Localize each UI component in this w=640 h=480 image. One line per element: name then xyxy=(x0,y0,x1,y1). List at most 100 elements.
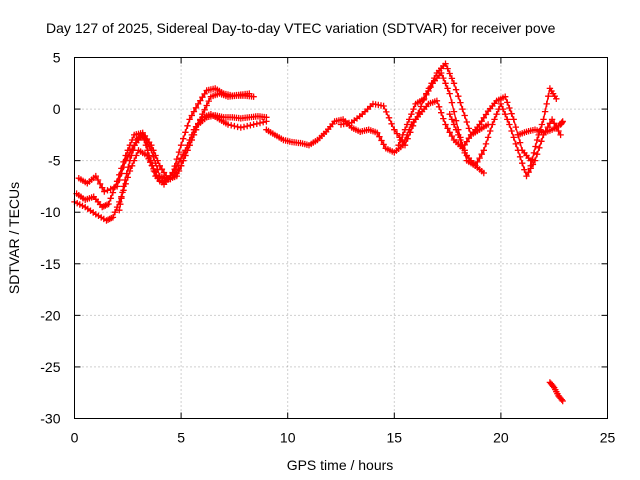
data-point-marker xyxy=(455,93,462,100)
data-point-marker xyxy=(415,109,422,117)
x-tick-label: 15 xyxy=(387,430,403,446)
data-point-marker xyxy=(182,129,189,136)
data-point-marker xyxy=(489,121,496,128)
data-point-marker xyxy=(545,93,552,100)
data-point-marker xyxy=(253,120,260,127)
data-point-marker xyxy=(438,69,445,77)
data-point-marker xyxy=(188,131,195,139)
data-point-marker xyxy=(186,116,193,123)
data-point-marker xyxy=(412,116,419,123)
data-point-marker xyxy=(231,122,238,130)
data-point-marker xyxy=(514,147,522,154)
data-point-marker xyxy=(199,94,206,101)
data-point-marker xyxy=(440,115,447,122)
tick-labels: 0 5 10 15 20 25 5 0 -5 -10 -15 -20 -25 -30 xyxy=(40,50,615,446)
data-point-marker xyxy=(482,140,490,148)
data-point-marker xyxy=(480,114,487,121)
chart-title: Day 127 of 2025, Sidereal Day-to-day VTE… xyxy=(46,20,556,36)
data-point-marker xyxy=(123,170,130,177)
y-axis-label: SDTVAR / TECUs xyxy=(6,182,22,294)
data-point-marker xyxy=(380,141,387,148)
data-point-marker xyxy=(240,123,248,131)
data-point-marker xyxy=(472,162,479,169)
data-point-marker xyxy=(186,136,193,144)
data-point-marker xyxy=(120,183,127,190)
series-track-3 xyxy=(75,111,270,195)
data-point-marker xyxy=(480,147,487,154)
data-point-marker xyxy=(465,125,473,132)
data-point-marker xyxy=(543,100,550,108)
data-point-marker xyxy=(446,90,453,97)
data-point-marker xyxy=(559,118,566,125)
data-point-marker xyxy=(154,166,161,173)
data-point-marker xyxy=(504,116,511,123)
data-point-marker xyxy=(99,184,106,191)
data-point-marker xyxy=(444,125,451,132)
data-point-marker xyxy=(420,95,428,102)
data-point-marker xyxy=(427,84,434,91)
data-point-marker xyxy=(111,209,119,216)
data-point-marker xyxy=(448,99,456,106)
data-point-marker xyxy=(504,99,511,106)
data-point-marker xyxy=(406,116,413,123)
data-point-marker xyxy=(150,153,157,160)
y-tick-label: -15 xyxy=(40,256,60,272)
data-point-marker xyxy=(516,153,524,160)
data-point-marker xyxy=(558,396,565,403)
data-point-marker xyxy=(478,118,485,125)
data-point-marker xyxy=(549,383,557,390)
data-point-marker xyxy=(508,127,515,135)
data-point-marker xyxy=(450,121,458,128)
data-point-marker xyxy=(448,75,456,82)
data-point-marker xyxy=(435,103,443,110)
x-tick-label: 0 xyxy=(71,430,79,446)
data-point-marker xyxy=(497,100,505,108)
data-point-marker xyxy=(107,185,114,193)
data-point-marker xyxy=(536,144,543,151)
data-point-marker xyxy=(519,160,526,167)
data-point-marker xyxy=(510,116,517,123)
data-point-marker xyxy=(192,104,200,111)
data-point-marker xyxy=(125,163,132,171)
data-point-marker xyxy=(457,136,464,144)
data-point-marker xyxy=(142,142,150,149)
data-point-marker xyxy=(474,158,481,166)
data-point-marker xyxy=(446,129,453,136)
data-point-marker xyxy=(393,130,401,137)
data-point-marker xyxy=(376,133,383,140)
data-point-marker xyxy=(455,131,462,139)
data-point-marker xyxy=(96,180,104,188)
data-series xyxy=(71,60,566,405)
data-point-marker xyxy=(516,139,524,146)
x-tick-label: 10 xyxy=(280,430,296,446)
data-point-marker xyxy=(532,143,539,150)
x-axis-label: GPS time / hours xyxy=(287,457,394,473)
data-point-marker xyxy=(171,162,178,170)
y-tick-label: -30 xyxy=(40,411,60,427)
data-point-marker xyxy=(116,176,123,184)
data-point-marker xyxy=(250,121,257,128)
data-point-marker xyxy=(113,183,121,190)
series-track-9 xyxy=(514,118,566,139)
data-point-marker xyxy=(139,131,146,139)
data-point-marker xyxy=(502,93,509,100)
x-tick-label: 20 xyxy=(493,430,509,446)
data-point-marker xyxy=(508,110,515,117)
data-point-marker xyxy=(180,135,187,142)
data-point-marker xyxy=(201,90,208,98)
data-point-marker xyxy=(409,122,417,129)
data-point-marker xyxy=(425,87,432,95)
data-point-marker xyxy=(538,121,546,128)
data-point-marker xyxy=(463,118,470,126)
data-point-marker xyxy=(529,156,536,163)
data-point-marker xyxy=(126,157,134,164)
data-point-marker xyxy=(197,97,204,104)
data-point-marker xyxy=(403,121,411,128)
data-point-marker xyxy=(506,121,513,128)
data-point-marker xyxy=(459,142,466,149)
data-point-marker xyxy=(128,152,135,159)
data-point-marker xyxy=(452,86,460,93)
data-point-marker xyxy=(499,105,507,113)
data-point-marker xyxy=(156,162,163,169)
x-tick-label: 25 xyxy=(600,430,616,446)
